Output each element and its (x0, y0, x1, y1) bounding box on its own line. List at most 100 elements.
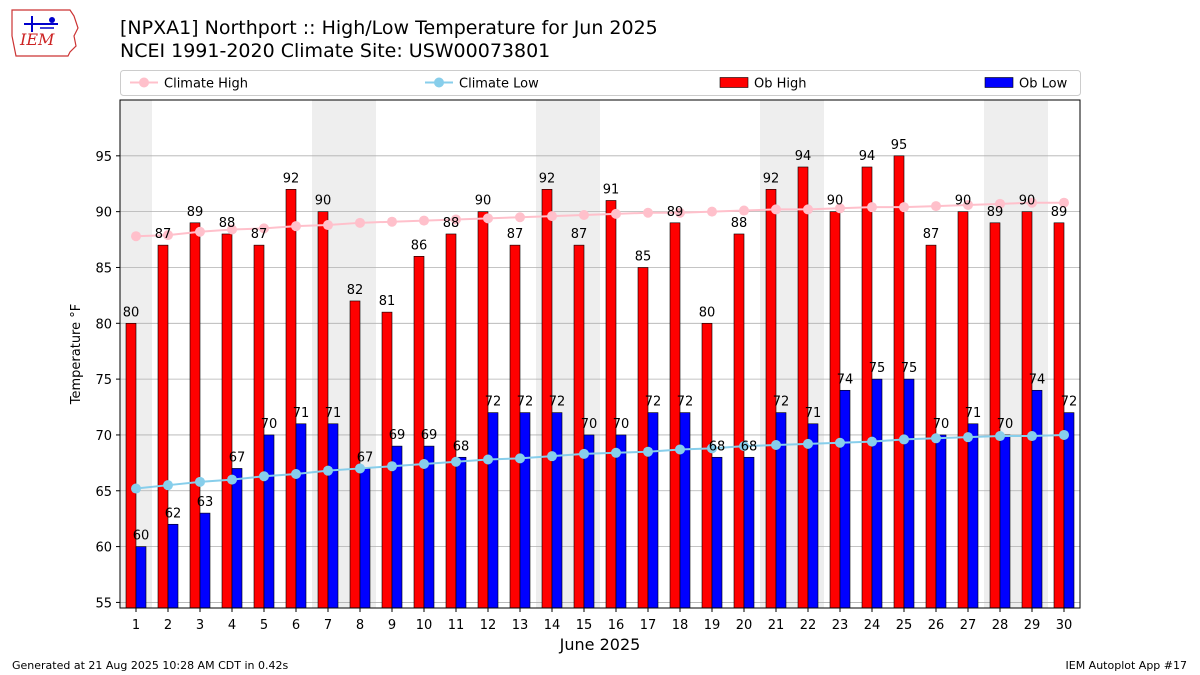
climate-low-point (515, 453, 525, 464)
x-tick-label: 18 (672, 618, 689, 633)
ob-high-label: 89 (187, 205, 204, 220)
ob-high-bar (125, 322, 137, 609)
climate-high-point (355, 217, 365, 228)
ob-high-label: 92 (763, 171, 780, 186)
x-tick-label: 25 (896, 618, 913, 633)
ob-high-label: 94 (795, 149, 812, 164)
climate-high-point (131, 231, 141, 242)
ob-high-label: 94 (859, 149, 876, 164)
climate-high-point (195, 226, 205, 237)
ob-low-bar (487, 412, 499, 609)
ob-high-bar (893, 155, 905, 609)
x-tick-label: 10 (416, 618, 433, 633)
climate-high-point (643, 207, 653, 218)
ob-low-bar (167, 523, 179, 609)
climate-high-point (547, 211, 557, 222)
ob-low-label: 60 (133, 529, 150, 544)
y-tick-label: 90 (95, 206, 112, 221)
x-tick-label: 6 (292, 618, 300, 633)
ob-high-bar (157, 244, 169, 609)
climate-high-point (1059, 197, 1069, 208)
climate-lines (131, 197, 1069, 494)
x-tick-label: 1 (132, 618, 140, 633)
y-tick-label: 75 (95, 373, 112, 388)
ob-low-label: 69 (389, 428, 406, 443)
ob-high-label: 89 (1051, 205, 1068, 220)
ob-low-bar (1031, 389, 1043, 609)
climate-high-point (163, 230, 173, 241)
ob-high-bar (605, 200, 617, 609)
climate-low-point (547, 451, 557, 462)
ob-low-label: 75 (901, 361, 918, 376)
x-tick-label: 7 (324, 618, 332, 633)
x-tick-label: 4 (228, 618, 236, 633)
ob-low-bar (679, 412, 691, 609)
legend-bar-swatch (984, 77, 1014, 88)
x-tick-label: 11 (448, 618, 465, 633)
ob-low-bar (551, 412, 563, 609)
x-tick-label: 8 (356, 618, 364, 633)
ob-low-label: 74 (1029, 372, 1046, 387)
ob-high-label: 87 (923, 227, 940, 242)
climate-high-point (963, 199, 973, 210)
ob-low-label: 70 (997, 417, 1014, 432)
climate-low-point (835, 437, 845, 448)
x-tick-label: 19 (704, 618, 721, 633)
ob-high-label: 86 (411, 238, 428, 253)
ob-low-label: 68 (709, 439, 726, 454)
x-tick-label: 14 (544, 618, 561, 633)
ob-low-label: 62 (165, 506, 182, 521)
x-tick-label: 12 (480, 618, 497, 633)
x-axis-label: June 2025 (559, 635, 641, 654)
climate-low-point (451, 456, 461, 467)
ob-high-bar (445, 233, 457, 609)
y-tick-label: 70 (95, 429, 112, 444)
y-tick-label: 55 (95, 596, 112, 611)
ob-high-label: 87 (155, 227, 172, 242)
ob-low-label: 70 (581, 417, 598, 432)
ob-low-bar (327, 423, 339, 609)
climate-high-point (867, 202, 877, 213)
climate-low-point (739, 441, 749, 452)
climate-low-point (195, 476, 205, 487)
ob-low-label: 71 (965, 406, 982, 421)
climate-high-point (771, 204, 781, 215)
x-tick-label: 15 (576, 618, 593, 633)
x-tick-label: 26 (928, 618, 945, 633)
x-tick-label: 21 (768, 618, 785, 633)
x-tick-label: 22 (800, 618, 817, 633)
ob-high-label: 89 (987, 205, 1004, 220)
x-tick-label: 20 (736, 618, 753, 633)
ob-low-label: 72 (549, 395, 566, 410)
ob-low-bar (743, 456, 755, 609)
climate-low-point (771, 439, 781, 450)
x-tick-label: 23 (832, 618, 849, 633)
climate-high-point (291, 221, 301, 232)
data-labels: 80 87 89 88 87 92 90 82 81 86 88 90 87 92 87 91 85 89 80 88… (123, 138, 1078, 544)
y-axis-label: Temperature °F (69, 304, 84, 405)
climate-high-point (835, 203, 845, 214)
ob-low-bar (519, 412, 531, 609)
legend-item: Ob Low (984, 77, 1068, 92)
ob-low-label: 75 (869, 361, 886, 376)
ob-high-label: 89 (667, 205, 684, 220)
ob-low-bar (999, 434, 1011, 609)
climate-high-point (803, 204, 813, 215)
ob-low-label: 71 (325, 406, 342, 421)
x-tick-label: 16 (608, 618, 625, 633)
climate-low-point (675, 444, 685, 455)
legend-label: Climate Low (459, 77, 539, 92)
climate-low-line (135, 433, 1065, 490)
iowa-map-icon (11, 9, 79, 57)
ob-low-label: 71 (293, 406, 310, 421)
x-tick-label: 17 (640, 618, 657, 633)
x-tick-label: 28 (992, 618, 1009, 633)
chart-title: [NPXA1] Northport :: High/Low Temperatur… (120, 17, 658, 39)
chart-subtitle: NCEI 1991-2020 Climate Site: USW00073801 (120, 40, 551, 62)
climate-low-point (707, 443, 717, 454)
climate-low-point (131, 483, 141, 494)
ob-low-label: 72 (773, 395, 790, 410)
climate-low-point (803, 438, 813, 449)
x-tick-label: 24 (864, 618, 881, 633)
